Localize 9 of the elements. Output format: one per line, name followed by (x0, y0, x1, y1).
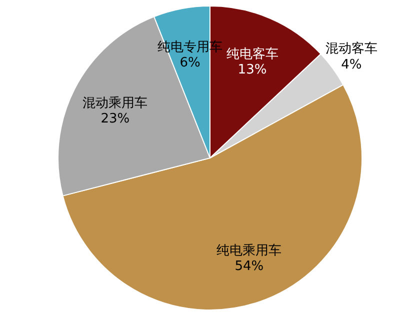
slice-label: 纯电客车 (226, 46, 278, 62)
slice-label: 纯电乘用车 (216, 243, 282, 258)
data-label: 23% (100, 112, 130, 127)
data-label: 13% (238, 62, 267, 78)
data-label: 6% (180, 55, 200, 70)
data-label: 54% (234, 258, 264, 274)
slice-label: 混动客车 (325, 40, 378, 57)
data-label: 4% (341, 57, 362, 72)
slice-label: 混动乘用车 (82, 96, 148, 112)
